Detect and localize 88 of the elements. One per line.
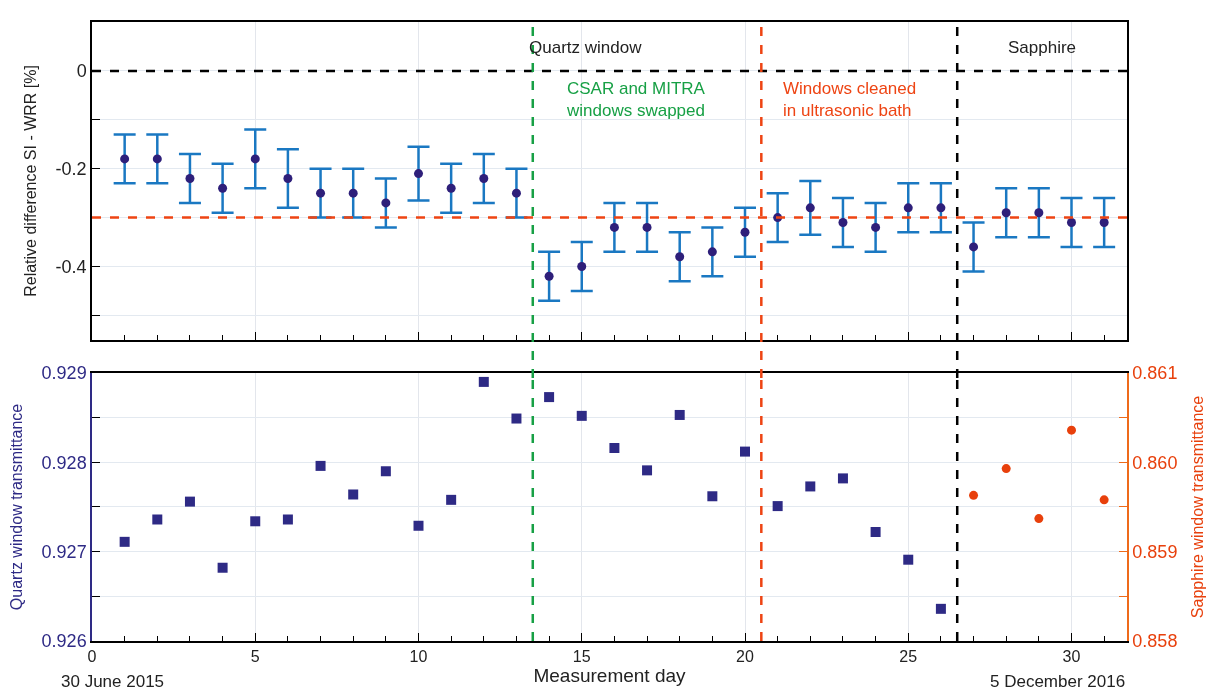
point [740, 446, 750, 457]
point [511, 188, 521, 198]
y-axis-title: Quartz window transmittance [8, 403, 25, 611]
point [217, 562, 228, 573]
point [446, 183, 456, 193]
point [381, 198, 391, 208]
x-tick-label: 30 [1062, 647, 1081, 665]
point [969, 242, 979, 252]
point [348, 188, 358, 198]
point [152, 154, 162, 164]
point [413, 520, 424, 531]
x-tick-label: 5 [250, 647, 260, 665]
y-tick-label: 0.928 [41, 452, 87, 473]
point [544, 271, 554, 281]
point [675, 252, 685, 262]
point [511, 413, 522, 424]
point [414, 169, 423, 179]
point [903, 203, 913, 213]
point [936, 203, 946, 213]
text: 30 June 2015 [61, 672, 165, 691]
point [707, 247, 717, 257]
annotation: Windows cleaned in ultrasonic bath [783, 79, 917, 121]
point [282, 514, 293, 525]
x-axis-title: Measurement day [533, 664, 687, 686]
point [609, 222, 619, 232]
y2-tick-label: 0.859 [1132, 541, 1178, 562]
y-tick-label: -0.2 [55, 159, 87, 179]
point [184, 496, 195, 507]
point [120, 154, 130, 164]
point [969, 490, 979, 500]
point [1001, 208, 1011, 218]
point [838, 217, 848, 227]
point [315, 460, 326, 471]
x-tick-label: 25 [899, 647, 918, 665]
point [935, 603, 946, 614]
point [185, 173, 195, 183]
x-tick-label: 10 [409, 647, 428, 665]
y2-axis-title: Sapphire window transmittance [1188, 395, 1206, 619]
point [250, 154, 260, 164]
point [479, 173, 489, 183]
y2-tick-label: 0.861 [1132, 363, 1178, 384]
point [740, 227, 750, 237]
point [674, 409, 685, 420]
point [576, 410, 587, 421]
annotation: Sapphire [1008, 38, 1077, 57]
annotation: CSAR and MITRA windows swapped [566, 79, 706, 121]
point [707, 491, 718, 502]
point [805, 481, 816, 492]
point [316, 188, 326, 198]
point [642, 465, 653, 476]
y2-tick-label: 0.860 [1132, 452, 1178, 473]
point [1067, 425, 1076, 435]
point [348, 489, 359, 500]
point [478, 376, 489, 387]
point [380, 466, 391, 477]
point [772, 501, 783, 512]
point [1034, 514, 1044, 524]
point [805, 203, 815, 213]
y2-tick-label: 0.858 [1132, 631, 1178, 652]
point [903, 554, 914, 565]
point [446, 494, 457, 505]
y-tick-label: -0.4 [55, 256, 87, 277]
y-tick-label: 0.927 [41, 541, 87, 562]
point [1099, 217, 1109, 227]
point [119, 536, 130, 547]
y-axis-title: Relative difference SI - WRR [%] [22, 65, 40, 297]
point [1067, 217, 1076, 227]
point [1001, 464, 1011, 474]
y-tick-label: 0 [76, 61, 87, 82]
point [871, 222, 881, 232]
point [152, 514, 163, 525]
point [218, 183, 228, 193]
point [250, 516, 261, 527]
y-tick-label: 0.926 [41, 631, 87, 652]
point [1099, 495, 1109, 505]
point [577, 262, 587, 272]
y-tick-label: 0.929 [41, 363, 87, 384]
point [609, 443, 620, 454]
point [544, 392, 555, 403]
x-tick-label: 15 [572, 647, 591, 665]
x-tick-label: 20 [736, 647, 754, 665]
annotation: Quartz window [529, 38, 643, 57]
point [1034, 208, 1044, 218]
point [283, 173, 293, 183]
point [642, 222, 652, 232]
text: 5 December 2016 [990, 672, 1126, 691]
point [837, 473, 848, 484]
point [870, 527, 881, 537]
